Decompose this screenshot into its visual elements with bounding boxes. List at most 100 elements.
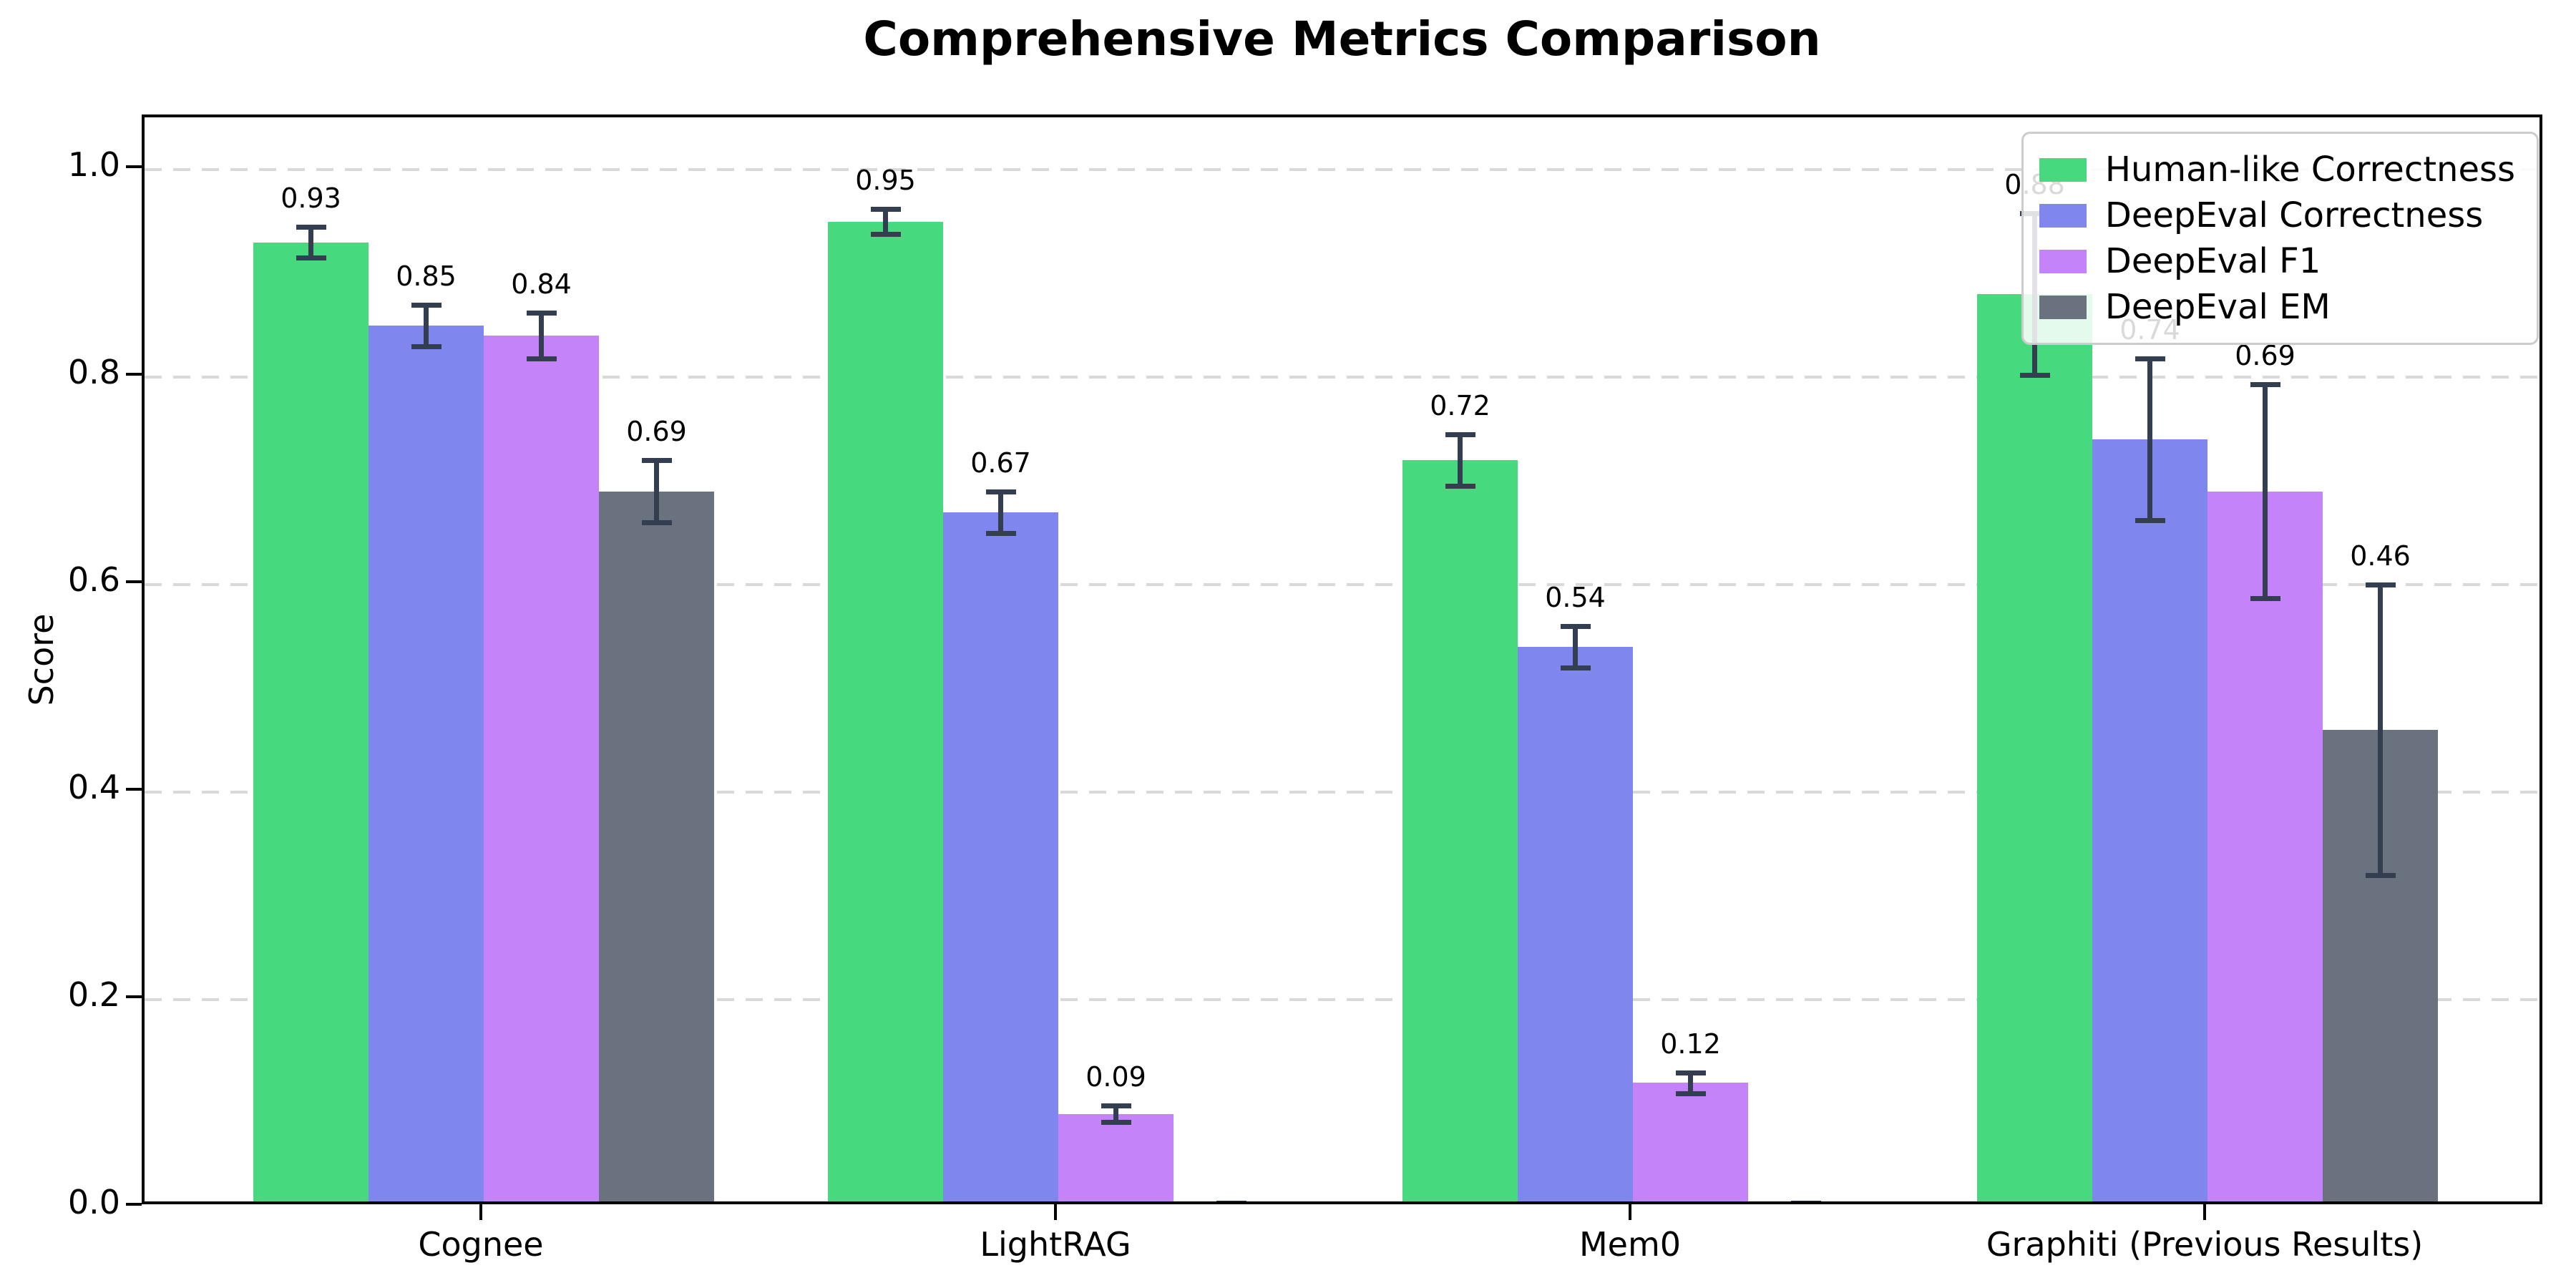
- error-bar-cap-top: [1791, 1201, 1821, 1204]
- y-tick-mark: [126, 788, 142, 791]
- error-bar-cap-bottom: [1675, 1091, 1706, 1096]
- error-bar-cap-top: [296, 224, 326, 230]
- bar-value-label: 0.72: [1430, 389, 1491, 421]
- x-tick-mark: [2203, 1204, 2206, 1220]
- bar-value-label: 0.69: [2235, 340, 2296, 372]
- x-tick-mark: [479, 1204, 482, 1220]
- error-bar-cap-top: [1101, 1103, 1131, 1108]
- legend-item: DeepEval EM: [2039, 284, 2515, 330]
- x-tick-label: LightRAG: [980, 1225, 1131, 1264]
- y-tick-label: 0.8: [67, 353, 120, 391]
- y-tick-label: 0.2: [67, 975, 120, 1014]
- error-bar-cap-bottom: [1101, 1120, 1131, 1126]
- legend-item: DeepEval Correctness: [2039, 192, 2515, 238]
- y-tick-mark: [126, 373, 142, 376]
- error-bar-cap-top: [1675, 1070, 1706, 1075]
- y-axis-label: Score: [22, 613, 61, 706]
- error-bar-stem: [1113, 1105, 1118, 1123]
- error-bar-cap-top: [641, 458, 672, 463]
- bar-value-label: 0.69: [626, 416, 687, 447]
- error-bar-cap-bottom: [411, 343, 441, 349]
- error-bar-stem: [654, 460, 659, 522]
- error-bar-cap-bottom: [641, 520, 672, 525]
- chart-title: Comprehensive Metrics Comparison: [863, 11, 1821, 67]
- error-bar-cap-bottom: [1560, 665, 1591, 670]
- bar: [1058, 1113, 1174, 1201]
- error-bar-cap-top: [870, 207, 901, 213]
- bar: [369, 325, 484, 1201]
- bar-value-label: 0.85: [396, 260, 457, 292]
- error-bar-cap-top: [1216, 1201, 1246, 1204]
- error-bar-cap-bottom: [985, 530, 1016, 536]
- error-bar-cap-top: [1445, 431, 1475, 437]
- bar: [1977, 294, 2092, 1201]
- bar: [484, 336, 599, 1201]
- error-bar-stem: [539, 313, 544, 358]
- error-bar-stem: [1803, 1203, 1808, 1204]
- gridline: [145, 376, 2540, 379]
- error-bar-stem: [424, 304, 429, 346]
- error-bar-stem: [1458, 434, 1463, 487]
- y-tick-mark: [126, 580, 142, 583]
- bar-value-label: 0.95: [855, 165, 916, 197]
- legend-label: DeepEval Correctness: [2104, 195, 2484, 235]
- error-bar-stem: [998, 491, 1003, 533]
- x-tick-label: Cognee: [418, 1225, 544, 1264]
- bar: [828, 221, 943, 1201]
- legend-item: Human-like Correctness: [2039, 147, 2515, 192]
- error-bar-cap-bottom: [2365, 873, 2396, 878]
- bar: [1402, 460, 1518, 1201]
- x-tick-label: Mem0: [1579, 1225, 1682, 1264]
- error-bar-cap-top: [2250, 382, 2280, 388]
- gridline: [145, 998, 2540, 1001]
- y-tick-label: 0.6: [67, 560, 120, 599]
- bar: [1633, 1083, 1748, 1201]
- legend-label: DeepEval EM: [2104, 287, 2331, 327]
- error-bar-stem: [1688, 1072, 1693, 1093]
- bar: [1518, 647, 1633, 1201]
- y-tick-mark: [126, 995, 142, 998]
- error-bar-stem: [2378, 585, 2383, 875]
- error-bar-cap-top: [1560, 624, 1591, 629]
- legend-swatch-icon: [2039, 295, 2087, 319]
- error-bar-stem: [1573, 626, 1578, 668]
- error-bar-stem: [2147, 358, 2152, 521]
- y-tick-label: 0.0: [67, 1183, 120, 1221]
- error-bar-cap-top: [2135, 356, 2165, 361]
- legend-swatch-icon: [2039, 157, 2087, 182]
- bar: [2092, 439, 2207, 1201]
- y-tick-label: 1.0: [67, 145, 120, 184]
- bar: [253, 242, 369, 1201]
- error-bar-cap-top: [411, 302, 441, 308]
- legend-swatch-icon: [2039, 249, 2087, 273]
- error-bar-cap-bottom: [2250, 595, 2280, 601]
- legend-item: DeepEval F1: [2039, 238, 2515, 284]
- error-bar-stem: [308, 226, 313, 258]
- error-bar-cap-bottom: [526, 356, 557, 361]
- error-bar-stem: [1229, 1203, 1234, 1204]
- x-tick-mark: [1054, 1204, 1057, 1220]
- gridline: [145, 583, 2540, 586]
- error-bar-cap-top: [985, 489, 1016, 494]
- x-tick-mark: [1629, 1204, 1631, 1220]
- error-bar-cap-bottom: [2019, 373, 2050, 379]
- bar: [2207, 491, 2323, 1201]
- legend-label: Human-like Correctness: [2104, 150, 2515, 190]
- y-tick-mark: [126, 1203, 142, 1206]
- error-bar-stem: [2263, 384, 2268, 598]
- error-bar-cap-top: [526, 311, 557, 316]
- bar-value-label: 0.67: [970, 447, 1031, 479]
- legend-label: DeepEval F1: [2104, 241, 2321, 281]
- bar-value-label: 0.12: [1660, 1028, 1721, 1060]
- y-tick-label: 0.4: [67, 768, 120, 806]
- error-bar-cap-bottom: [870, 231, 901, 237]
- gridline: [145, 791, 2540, 794]
- error-bar-cap-bottom: [1445, 484, 1475, 489]
- error-bar-cap-top: [2365, 582, 2396, 587]
- gridline: [145, 168, 2540, 171]
- bar-value-label: 0.84: [511, 268, 572, 301]
- bar-value-label: 0.46: [2350, 540, 2411, 572]
- bar: [599, 491, 714, 1201]
- error-bar-cap-bottom: [296, 255, 326, 261]
